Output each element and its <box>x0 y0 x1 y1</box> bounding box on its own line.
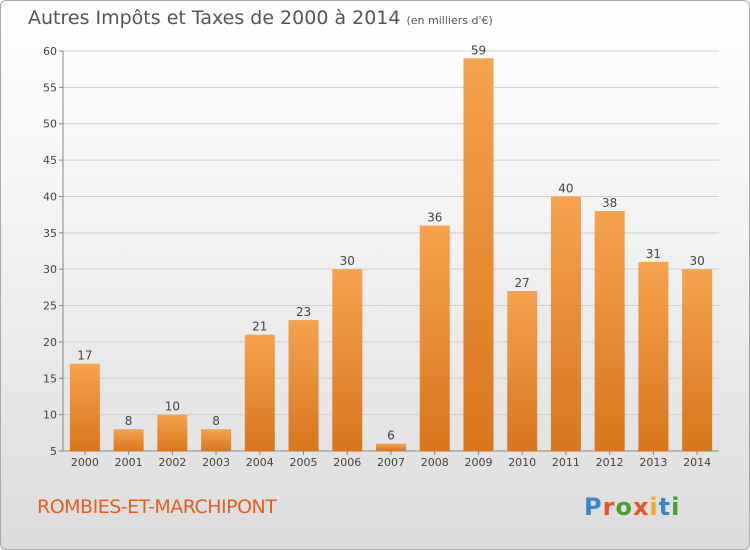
bar-2005 <box>288 320 319 451</box>
bar-2006 <box>332 269 363 451</box>
axis-layer: 5 10 15 20 25 30 35 40 45 50 55 60 2000 2001 2002 2003 2… <box>43 45 719 469</box>
y-tick-label: 20 <box>43 336 57 349</box>
value-label-2012: 38 <box>602 196 617 210</box>
bar-2007 <box>376 443 406 451</box>
bar-2004 <box>244 334 275 451</box>
logo-letter: r <box>602 493 616 521</box>
commune-name: ROMBIES-ET-MARCHIPONT <box>37 496 277 518</box>
value-label-2013: 31 <box>646 247 661 261</box>
label-layer: 17 8 10 8 21 23 30 6 36 59 27 40 38 31 30 <box>77 43 705 442</box>
y-tick-label: 55 <box>43 81 57 94</box>
bar-2002 <box>157 414 188 451</box>
logo-letter: x <box>632 493 650 521</box>
value-label-2010: 27 <box>515 276 530 290</box>
y-tick-label: 40 <box>43 190 57 203</box>
x-tick-label: 2006 <box>333 456 361 469</box>
x-tick-label: 2005 <box>290 456 318 469</box>
bar-layer <box>69 58 713 451</box>
bar-2013 <box>638 261 669 451</box>
y-tick-label: 10 <box>43 409 57 422</box>
x-tick-label: 2014 <box>683 456 711 469</box>
y-tick-label: 15 <box>43 372 57 385</box>
chart-title: Autres Impôts et Taxes de 2000 à 2014 <box>28 7 401 29</box>
y-tick-label: 30 <box>43 263 57 276</box>
logo-letter: P <box>584 493 603 521</box>
x-tick-label: 2002 <box>158 456 186 469</box>
x-tick-label: 2004 <box>246 456 274 469</box>
value-label-2011: 40 <box>558 181 573 195</box>
value-label-2007: 6 <box>387 429 395 443</box>
proxiti-logo: Proxiti <box>584 493 680 521</box>
y-tick-label: 5 <box>50 445 57 458</box>
bar-2014 <box>682 269 713 451</box>
logo-letter: i <box>649 493 659 521</box>
bar-2009 <box>463 58 494 451</box>
value-label-2014: 30 <box>689 254 704 268</box>
logo-letter: t <box>658 493 672 521</box>
value-label-2004: 21 <box>252 320 267 334</box>
value-label-2000: 17 <box>77 349 92 363</box>
x-tick-label: 2003 <box>202 456 230 469</box>
x-tick-label: 2009 <box>464 456 492 469</box>
bar-2008 <box>419 225 450 451</box>
y-tick-label: 60 <box>43 45 57 58</box>
logo-letter: o <box>615 493 633 521</box>
chart-unit: (en milliers d'€) <box>406 14 493 27</box>
bar-2001 <box>113 429 144 451</box>
bar-2010 <box>507 291 538 451</box>
x-tick-label: 2000 <box>71 456 99 469</box>
bar-2003 <box>201 429 232 451</box>
x-tick-label: 2012 <box>596 456 624 469</box>
bar-2012 <box>594 211 625 451</box>
value-label-2006: 30 <box>340 254 355 268</box>
x-tick-label: 2008 <box>421 456 449 469</box>
x-tick-label: 2001 <box>115 456 143 469</box>
bar-2000 <box>69 363 100 451</box>
value-label-2001: 8 <box>125 414 133 428</box>
bar-2011 <box>550 196 581 451</box>
y-tick-label: 25 <box>43 300 57 313</box>
x-tick-label: 2011 <box>552 456 580 469</box>
chart-title-block: Autres Impôts et Taxes de 2000 à 2014 (en… <box>28 7 493 29</box>
x-tick-label: 2007 <box>377 456 405 469</box>
value-label-2005: 23 <box>296 305 311 319</box>
value-label-2008: 36 <box>427 211 442 225</box>
y-tick-label: 50 <box>43 118 57 131</box>
y-tick-label: 35 <box>43 227 57 240</box>
value-label-2002: 10 <box>165 400 180 414</box>
x-tick-label: 2013 <box>639 456 667 469</box>
value-label-2009: 59 <box>471 43 486 57</box>
logo-letter: i <box>671 493 681 521</box>
x-tick-label: 2010 <box>508 456 536 469</box>
value-label-2003: 8 <box>212 414 220 428</box>
y-tick-label: 45 <box>43 154 57 167</box>
